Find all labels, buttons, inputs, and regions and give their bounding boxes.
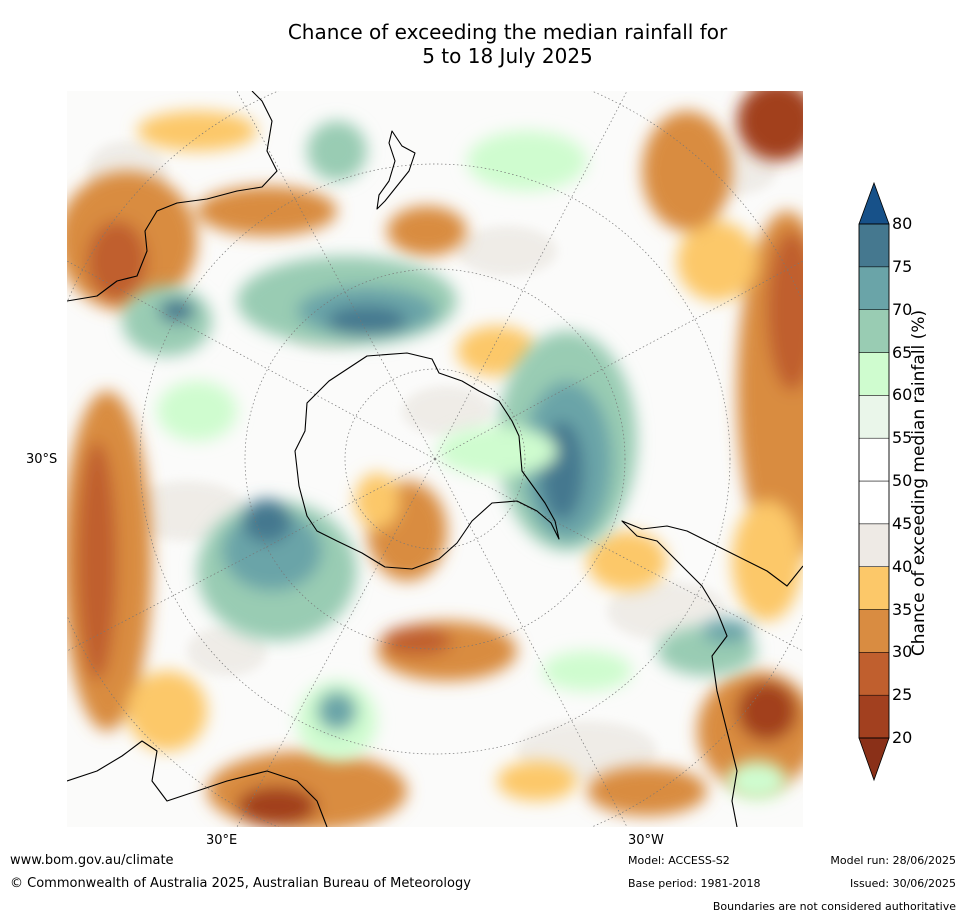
colorbar-bin [858,523,890,567]
colorbar-bin [858,566,890,610]
colorbar-bin [858,609,890,653]
australia-coastline [67,91,278,302]
colorbar-tick-label: 70 [892,299,913,319]
colorbar-tick-label: 50 [892,471,913,490]
new-zealand-coastline [376,130,416,210]
colorbar-bin [858,352,890,396]
antarctica-coastline [294,352,560,570]
colorbar-tick-label: 75 [892,256,913,276]
above-median-regions [122,121,787,801]
colorbar-tick-label: 60 [892,385,913,405]
colorbar-tick-label: 35 [892,599,913,619]
africa-coastline [67,740,328,827]
colorbar-tick-label: 65 [892,342,913,362]
latitude-label-30s: 30°S [26,452,58,467]
below-median-regions [67,91,803,827]
polar-map [67,91,803,827]
colorbar-tick-label: 45 [892,513,913,533]
colorbar-bin [858,309,890,353]
title-line-1: Chance of exceeding the median rainfall … [287,20,728,44]
footer-issued: Issued: 30/06/2025 [849,877,956,890]
longitude-label-30w: 30°W [628,833,664,848]
coastlines [67,91,803,827]
footer-disclaimer: Boundaries are not considered authoritat… [712,900,956,913]
footer-copyright: © Commonwealth of Australia 2025, Austra… [10,876,471,891]
footer-model-run: Model run: 28/06/2025 [830,854,956,867]
colorbar [858,182,890,782]
footer-url: www.bom.gov.au/climate [10,853,174,868]
colorbar-tick-label: 30 [892,642,913,662]
colorbar-tick-label: 80 [892,214,913,233]
south-america-coastline [621,520,803,827]
title-line-2: 5 to 18 July 2025 [422,44,593,68]
colorbar-tick-label: 40 [892,556,913,576]
footer-base-period: Base period: 1981-2018 [628,877,761,890]
colorbar-bin [858,480,890,525]
map-title: Chance of exceeding the median rainfall … [0,20,965,68]
colorbar-outline [858,223,890,739]
colorbar-bin [858,266,890,310]
colorbar-title-text: Chance of exceeding median rainfall (%) [909,309,929,657]
colorbar-under-arrow [858,737,890,782]
footer-model: Model: ACCESS-S2 [628,854,730,867]
colorbar-bin [858,223,890,268]
colorbar-bin [858,652,890,696]
colorbar-tick-label: 55 [892,428,913,448]
colorbar-bin [858,395,890,439]
colorbar-tick-label: 20 [892,728,913,747]
colorbar-tick-label: 25 [892,685,913,705]
graticule [67,91,803,827]
colorbar-over-arrow [858,182,890,225]
longitude-label-30e: 30°E [206,833,238,848]
colorbar-bin [858,437,890,482]
colorbar-bin [858,694,890,739]
